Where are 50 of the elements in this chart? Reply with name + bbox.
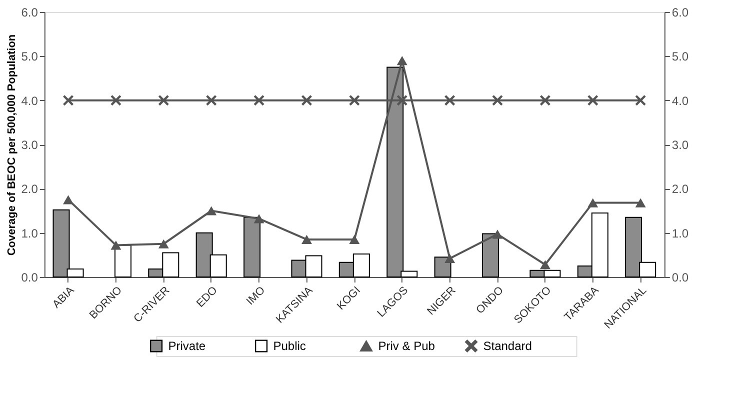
point xyxy=(158,95,169,106)
y-tick-label: 2.0 xyxy=(21,182,38,196)
point xyxy=(588,95,598,106)
point xyxy=(158,239,169,248)
point xyxy=(206,95,217,106)
point xyxy=(540,95,550,106)
point xyxy=(349,95,360,106)
y2-tick-label: 5.0 xyxy=(672,50,689,64)
y-tick-label: 0.0 xyxy=(21,270,38,284)
legend-label: Standard xyxy=(483,339,532,353)
point xyxy=(63,195,74,204)
y2-tick-label: 1.0 xyxy=(672,226,689,240)
point xyxy=(301,95,312,106)
y2-tick-label: 2.0 xyxy=(672,182,689,196)
point xyxy=(635,95,646,106)
point xyxy=(349,234,360,244)
point xyxy=(492,230,503,239)
y2-tick-label: 6.0 xyxy=(672,6,689,20)
point xyxy=(63,95,74,106)
point xyxy=(635,198,646,208)
y2-tick-label: 0.0 xyxy=(672,270,689,284)
bar xyxy=(244,216,261,278)
bar xyxy=(482,233,499,278)
point xyxy=(110,240,122,250)
y-axis-title: Coverage of BEOC per 500,000 Population xyxy=(6,34,18,256)
y-tick-label: 5.0 xyxy=(21,50,38,64)
y-tick-label: 3.0 xyxy=(21,138,38,152)
bar xyxy=(114,244,132,278)
point xyxy=(540,260,550,270)
bar xyxy=(434,256,452,278)
point xyxy=(444,254,456,263)
point xyxy=(396,56,408,66)
point xyxy=(301,234,312,244)
y-tick-label: 4.0 xyxy=(21,94,38,108)
point xyxy=(206,206,217,216)
point xyxy=(254,95,264,106)
point xyxy=(254,214,264,224)
y2-tick-label: 4.0 xyxy=(672,94,689,108)
point xyxy=(110,95,122,106)
point xyxy=(444,95,456,106)
y2-tick-label: 3.0 xyxy=(672,138,689,152)
legend-label: Public xyxy=(273,339,306,353)
legend-label: Private xyxy=(168,339,206,353)
point xyxy=(396,95,408,106)
legend-label: Priv & Pub xyxy=(378,339,436,353)
y-tick-label: 1.0 xyxy=(21,226,38,240)
x-tick-label: IMO xyxy=(244,284,268,308)
point xyxy=(588,198,598,208)
point xyxy=(492,95,503,106)
y-tick-label: 6.0 xyxy=(21,6,38,20)
